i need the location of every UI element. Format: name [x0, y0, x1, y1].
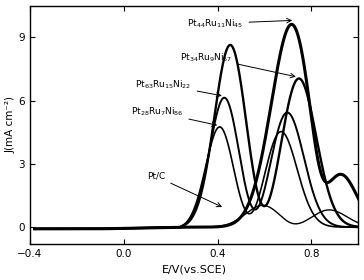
Text: Pt/C: Pt/C — [147, 172, 221, 207]
Text: Pt$_{28}$Ru$_{7}$Ni$_{86}$: Pt$_{28}$Ru$_{7}$Ni$_{86}$ — [131, 106, 216, 126]
Y-axis label: J(mA cm⁻²): J(mA cm⁻²) — [5, 96, 16, 153]
Text: Pt$_{63}$Ru$_{15}$Ni$_{22}$: Pt$_{63}$Ru$_{15}$Ni$_{22}$ — [135, 78, 221, 97]
Text: Pt$_{34}$Ru$_{9}$Ni$_{57}$: Pt$_{34}$Ru$_{9}$Ni$_{57}$ — [180, 51, 295, 78]
Text: Pt$_{44}$Ru$_{11}$Ni$_{45}$: Pt$_{44}$Ru$_{11}$Ni$_{45}$ — [187, 17, 291, 30]
X-axis label: E/V(vs.SCE): E/V(vs.SCE) — [162, 264, 227, 274]
